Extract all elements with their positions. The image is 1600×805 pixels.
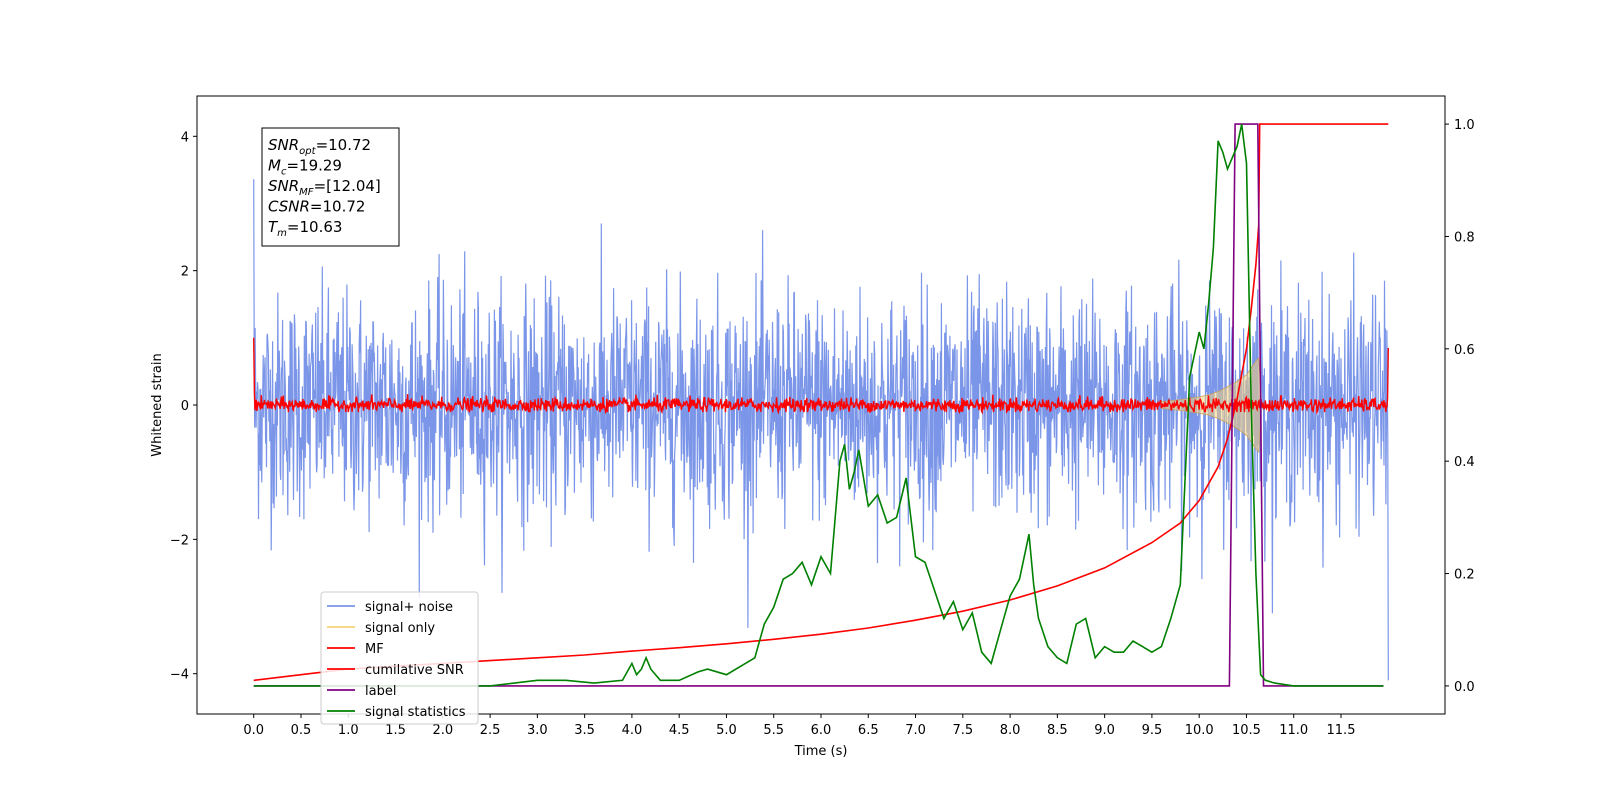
x-tick-label: 0.5 — [291, 723, 312, 738]
y-tick-label: 0 — [181, 399, 189, 414]
x-tick-label: 9.0 — [1094, 723, 1115, 738]
y-axis-left: −4 −2 0 2 4 — [170, 130, 197, 683]
x-tick-label: 10.0 — [1185, 723, 1214, 738]
y2-tick-label: 1.0 — [1454, 118, 1475, 133]
x-tick-label: 2.5 — [480, 723, 501, 738]
annotation-subscript: opt — [299, 146, 316, 157]
legend-entry: label — [365, 684, 396, 699]
annotation-value: =10.72 — [316, 136, 372, 154]
legend-entry: signal only — [365, 621, 435, 636]
annotation-value: =10.72 — [310, 198, 366, 216]
annotation-value: =[12.04] — [314, 177, 381, 195]
x-axis-label: Time (s) — [794, 744, 848, 759]
annotation-symbol: SNR — [268, 136, 299, 154]
x-tick-label: 1.0 — [338, 723, 359, 738]
annotation-symbol: M — [268, 157, 281, 175]
y2-tick-label: 0.2 — [1454, 568, 1475, 583]
annotation-symbol: SNR — [268, 177, 299, 195]
y-tick-label: −4 — [170, 668, 189, 683]
legend-entry: MF — [365, 642, 384, 657]
x-tick-label: 3.5 — [574, 723, 595, 738]
annotation-symbol: T — [268, 218, 279, 236]
x-tick-label: 6.5 — [858, 723, 879, 738]
series-cumulative-snr-line — [253, 123, 1389, 682]
x-tick-label: 8.5 — [1047, 723, 1068, 738]
annotation-value: =10.63 — [287, 218, 343, 236]
x-tick-label: 11.0 — [1279, 723, 1308, 738]
x-tick-label: 4.0 — [622, 723, 643, 738]
annotation-line: Tm=10.63 — [268, 218, 342, 239]
y2-tick-label: 0.6 — [1454, 343, 1475, 358]
legend-frame — [320, 591, 479, 725]
annotation-subscript: m — [277, 228, 287, 239]
x-tick-label: 5.0 — [716, 723, 737, 738]
y2-tick-label: 0.8 — [1454, 230, 1475, 245]
annotation-line: SNRMF=[12.04] — [268, 177, 381, 198]
y-tick-label: 4 — [181, 130, 189, 145]
annotation-line: CSNR=10.72 — [268, 198, 365, 216]
legend-entry: cumilative SNR — [365, 663, 464, 678]
x-tick-label: 2.0 — [432, 723, 453, 738]
legend: signal+ noise signal only MF cumilative SNR… — [320, 591, 479, 725]
series-mf-line — [253, 337, 1389, 415]
y2-tick-label: 0.4 — [1454, 455, 1475, 470]
x-tick-label: 1.5 — [385, 723, 406, 738]
x-tick-label: 8.0 — [1000, 723, 1021, 738]
series-label-line — [253, 123, 1384, 687]
x-tick-label: 3.0 — [527, 723, 548, 738]
legend-entry: signal statistics — [365, 705, 466, 720]
annotation-subscript: MF — [299, 187, 314, 198]
legend-entry: signal+ noise — [365, 600, 453, 615]
annotation-frame — [261, 127, 400, 247]
x-tick-label: 7.5 — [952, 723, 973, 738]
x-tick-label: 11.5 — [1327, 723, 1356, 738]
annotation-line: Mc=19.29 — [268, 157, 342, 178]
series-signal-statistics-line — [253, 123, 1384, 687]
y-axis-right: 0.0 0.2 0.4 0.6 0.8 1.0 — [1445, 118, 1475, 695]
annotation-box: SNRopt=10.72Mc=19.29SNRMF=[12.04]CSNR=10… — [261, 127, 400, 247]
annotation-subscript: c — [281, 167, 287, 178]
x-tick-label: 6.0 — [811, 723, 832, 738]
y-tick-label: 2 — [181, 265, 189, 280]
series-signal-noise-line — [253, 179, 1389, 681]
annotation-value: =19.29 — [286, 157, 342, 175]
y2-tick-label: 0.0 — [1454, 680, 1475, 695]
annotation-symbol: CSNR — [268, 198, 310, 216]
y-axis-label: Whitened strain — [150, 353, 165, 456]
x-tick-label: 7.0 — [905, 723, 926, 738]
y-tick-label: −2 — [170, 533, 189, 548]
x-tick-label: 4.5 — [669, 723, 690, 738]
annotation-line: SNRopt=10.72 — [268, 136, 371, 157]
x-tick-label: 10.5 — [1232, 723, 1261, 738]
series-layer — [253, 123, 1389, 687]
x-axis: 0.0 0.5 1.0 1.5 2.0 2.5 3.0 3.5 4.0 4.5 5.0 5.5 6.0 6… — [243, 714, 1355, 738]
x-tick-label: 9.5 — [1142, 723, 1163, 738]
x-tick-label: 5.5 — [763, 723, 784, 738]
x-tick-label: 0.0 — [243, 723, 264, 738]
